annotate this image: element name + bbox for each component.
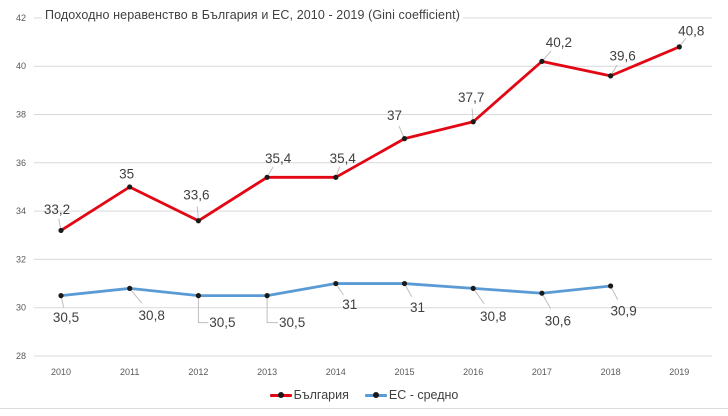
data-label: 35,4 [265, 151, 292, 166]
data-markers-group [58, 44, 682, 299]
data-point-marker [539, 58, 545, 64]
x-tick-label: 2014 [326, 367, 346, 377]
axis-labels-group: 28 30 32 34 36 38 40 42 2010 2011 2012 2013 2014 2015… [16, 13, 689, 377]
data-label: 31 [342, 297, 357, 312]
data-point-marker [264, 293, 270, 299]
legend-label-eu-average: ЕС - средно [388, 388, 459, 402]
data-labels-group: 33,2 35 33,6 35,4 35,4 37 37,7 40,2 39,6 40,8 30,5… [44, 23, 705, 330]
data-label: 30,8 [480, 309, 506, 324]
x-tick-label: 2013 [257, 367, 277, 377]
data-label: 37,7 [458, 90, 484, 105]
y-tick-label: 36 [16, 158, 26, 168]
data-point-marker [333, 174, 339, 180]
data-label: 33,6 [183, 187, 209, 202]
label-leader-elbow [197, 295, 209, 324]
chart-title: Подоходно неравенство в България и ЕС, 2… [42, 8, 463, 22]
data-point-marker [539, 290, 545, 296]
data-point-marker [58, 293, 64, 299]
label-leader-line [129, 288, 143, 304]
data-label: 30,5 [279, 315, 305, 330]
data-point-marker [264, 174, 270, 180]
legend-label-bulgaria: България [293, 388, 349, 402]
bottom-divider [0, 408, 728, 409]
leader-lines-group [58, 37, 687, 324]
legend-marker-bulgaria-icon [269, 393, 292, 397]
y-tick-label: 40 [16, 61, 26, 71]
gridlines-group [34, 17, 712, 357]
data-label: 30,9 [610, 303, 636, 318]
y-tick-label: 28 [16, 351, 26, 361]
data-point-marker [470, 119, 476, 125]
y-tick-label: 42 [16, 13, 26, 23]
legend-marker-eu-average-icon [364, 393, 387, 397]
data-label: 30,5 [53, 310, 79, 325]
data-label: 40,8 [678, 23, 704, 38]
data-point-marker [401, 136, 408, 142]
x-tick-label: 2017 [532, 367, 552, 377]
x-tick-label: 2015 [394, 367, 414, 377]
data-label: 30,5 [209, 315, 235, 330]
data-label: 33,2 [44, 202, 70, 217]
legend: България ЕС - средно [0, 388, 728, 402]
series-lines-group [60, 45, 680, 298]
x-tick-label: 2011 [120, 367, 139, 377]
data-label: 37 [387, 108, 402, 123]
data-label: 30,8 [139, 308, 165, 323]
data-point-marker [608, 73, 614, 79]
data-label: 35 [119, 166, 134, 181]
data-point-marker [608, 283, 614, 289]
data-label: 40,2 [546, 35, 572, 50]
data-point-marker [470, 285, 476, 291]
x-tick-label: 2012 [188, 367, 208, 377]
y-tick-label: 30 [16, 303, 26, 313]
data-label: 35,4 [330, 151, 357, 166]
x-tick-label: 2019 [669, 367, 689, 377]
data-point-marker [127, 285, 133, 291]
x-tick-label: 2010 [51, 367, 71, 377]
data-point-marker [195, 218, 201, 224]
y-tick-label: 34 [16, 206, 26, 216]
y-tick-label: 32 [16, 254, 26, 264]
data-point-marker [127, 184, 133, 190]
data-point-marker [195, 293, 201, 299]
data-label: 30,6 [545, 314, 571, 329]
data-label: 31 [410, 300, 425, 315]
label-leader-elbow [266, 295, 279, 324]
data-point-marker [58, 227, 64, 234]
data-point-marker [676, 44, 682, 50]
label-leader-line [472, 288, 485, 305]
legend-item-bulgaria: България [269, 388, 349, 402]
series-line-bulgaria [60, 45, 680, 232]
x-tick-label: 2018 [601, 367, 621, 377]
y-tick-label: 38 [16, 110, 26, 120]
x-tick-label: 2016 [463, 367, 483, 377]
data-point-marker [401, 280, 408, 287]
data-point-marker [333, 280, 339, 287]
data-label: 39,6 [609, 48, 635, 63]
legend-item-eu-average: ЕС - средно [364, 388, 459, 402]
label-leader-line [541, 292, 552, 309]
